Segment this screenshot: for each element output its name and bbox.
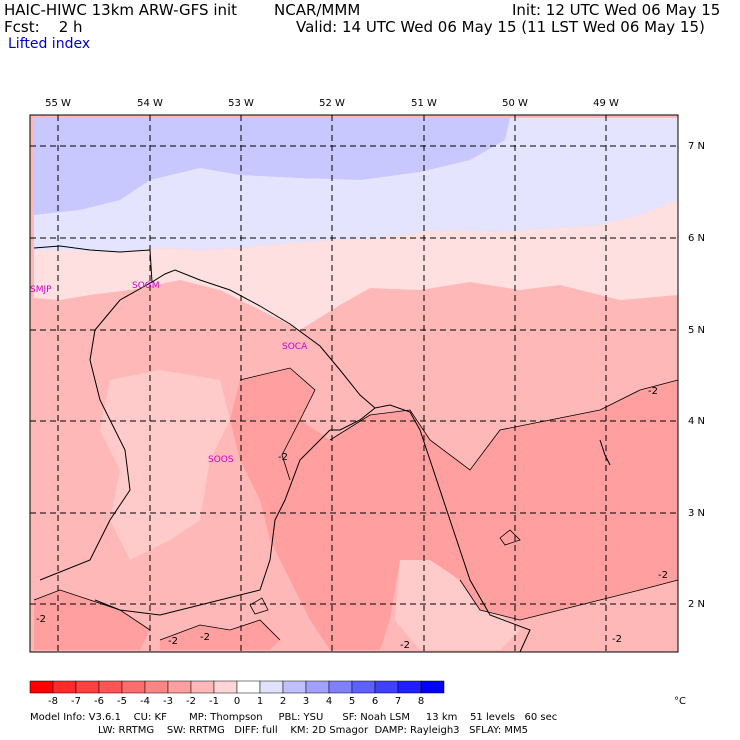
latitude-labels: 7 N 6 N 5 N 4 N 3 N 2 N [688, 141, 705, 610]
colorbar-label: -7 [71, 696, 81, 707]
negative-region-southwest [34, 590, 150, 650]
contour-lines [33, 367, 679, 641]
field-name: Lifted index [8, 36, 91, 52]
colorbar-label: -5 [117, 696, 127, 707]
colorbar-swatch [121, 680, 146, 694]
longitude-label: 51 W [411, 98, 437, 109]
colorbar-swatch [29, 680, 54, 694]
colorbar-label: -1 [209, 696, 219, 707]
colorbar-swatch [282, 680, 307, 694]
contour-label: -2 [648, 386, 658, 397]
latitude-label: 3 N [688, 508, 705, 519]
map-frame [29, 114, 679, 653]
longitude-label: 49 W [593, 98, 619, 109]
colorbar-swatch [144, 680, 169, 694]
station-smjp: SMJP [30, 285, 52, 295]
model-info-line2: LW: RRTMG SW: RRTMG DIFF: full KM: 2D Sm… [98, 725, 528, 736]
colorbar-swatch [259, 680, 284, 694]
colorbar-swatch [328, 680, 353, 694]
latitude-label: 7 N [688, 141, 705, 152]
colorbar-swatch [98, 680, 123, 694]
latitude-label: 6 N [688, 233, 705, 244]
colorbar-swatch [305, 680, 330, 694]
colorbar-label: -8 [48, 696, 58, 707]
colorbar-unit: °C [674, 696, 686, 707]
blue-region-light [34, 118, 678, 252]
contour-label: -2 [612, 634, 622, 645]
colorbar-swatch [190, 680, 215, 694]
colorbar-swatch [213, 680, 238, 694]
latitude-label: 4 N [688, 416, 705, 427]
colorbar-swatch [420, 680, 445, 694]
border-guyana-suriname [39, 281, 153, 581]
colorbar-label: 5 [349, 696, 355, 707]
colorbar-swatch [167, 680, 192, 694]
colorbar-swatch [75, 680, 100, 694]
latitude-label: 5 N [688, 325, 705, 336]
colorbar-label: 6 [372, 696, 378, 707]
colorbar-swatch [52, 680, 77, 694]
colorbar-label: 1 [257, 696, 263, 707]
latitude-label: 2 N [688, 599, 705, 610]
blue-region-strong [34, 118, 510, 215]
colorbar-swatch [351, 680, 376, 694]
station-sogm: SOGM [132, 281, 160, 291]
init-time: Init: 12 UTC Wed 06 May 15 [512, 1, 721, 19]
model-info-line1: Model Info: V3.6.1 CU: KF MP: Thompson P… [30, 712, 558, 723]
colorbar-label: 0 [234, 696, 240, 707]
model-title: HAIC-HIWC 13km ARW-GFS init [4, 1, 238, 19]
colorbar-label: -2 [186, 696, 196, 707]
longitude-label: 54 W [137, 98, 163, 109]
contour-label: -2 [658, 570, 668, 581]
light-pink-patch-south [395, 555, 520, 650]
contour-label: -2 [278, 452, 288, 463]
forecast-hour: Fcst: 2 h [4, 18, 83, 36]
colorbar-swatch [374, 680, 399, 694]
contour-label: -2 [168, 636, 178, 647]
organization-label: NCAR/MMM [274, 1, 361, 19]
colorbar-label: 4 [326, 696, 332, 707]
longitude-label: 55 W [45, 98, 71, 109]
border-suriname-frenchguiana [94, 429, 331, 616]
longitude-label: 53 W [228, 98, 254, 109]
colorbar-label: -3 [163, 696, 173, 707]
colorbar-label: 8 [418, 696, 424, 707]
valid-time: Valid: 14 UTC Wed 06 May 15 (11 LST Wed … [296, 18, 705, 36]
colorbar-label: 2 [280, 696, 286, 707]
colorbar-label: -6 [94, 696, 104, 707]
station-soos: SOOS [208, 455, 234, 465]
colorbar: -8 -7 -6 -5 -4 -3 -2 -1 0 1 2 3 4 5 6 7 8 [29, 680, 445, 707]
colorbar-label: 7 [395, 696, 401, 707]
longitude-label: 50 W [502, 98, 528, 109]
colorbar-swatch [397, 680, 422, 694]
latitude-gridlines [30, 145, 678, 605]
near-zero-region [34, 200, 678, 330]
colorbar-swatch [236, 680, 261, 694]
station-soca: SOCA [282, 342, 308, 352]
colorbar-label: -4 [140, 696, 150, 707]
border-frenchguiana-brazil [330, 407, 531, 653]
contour-label: -2 [400, 640, 410, 651]
colorbar-label: 3 [303, 696, 309, 707]
longitude-label: 52 W [319, 98, 345, 109]
amapa-coast [599, 439, 611, 466]
contour-label: -2 [36, 614, 46, 625]
negative-region-central [230, 368, 678, 650]
longitude-labels: 55 W 54 W 53 W 52 W 51 W 50 W 49 W [45, 98, 619, 109]
contour-label: -2 [200, 632, 210, 643]
negative-region-south [160, 620, 280, 650]
